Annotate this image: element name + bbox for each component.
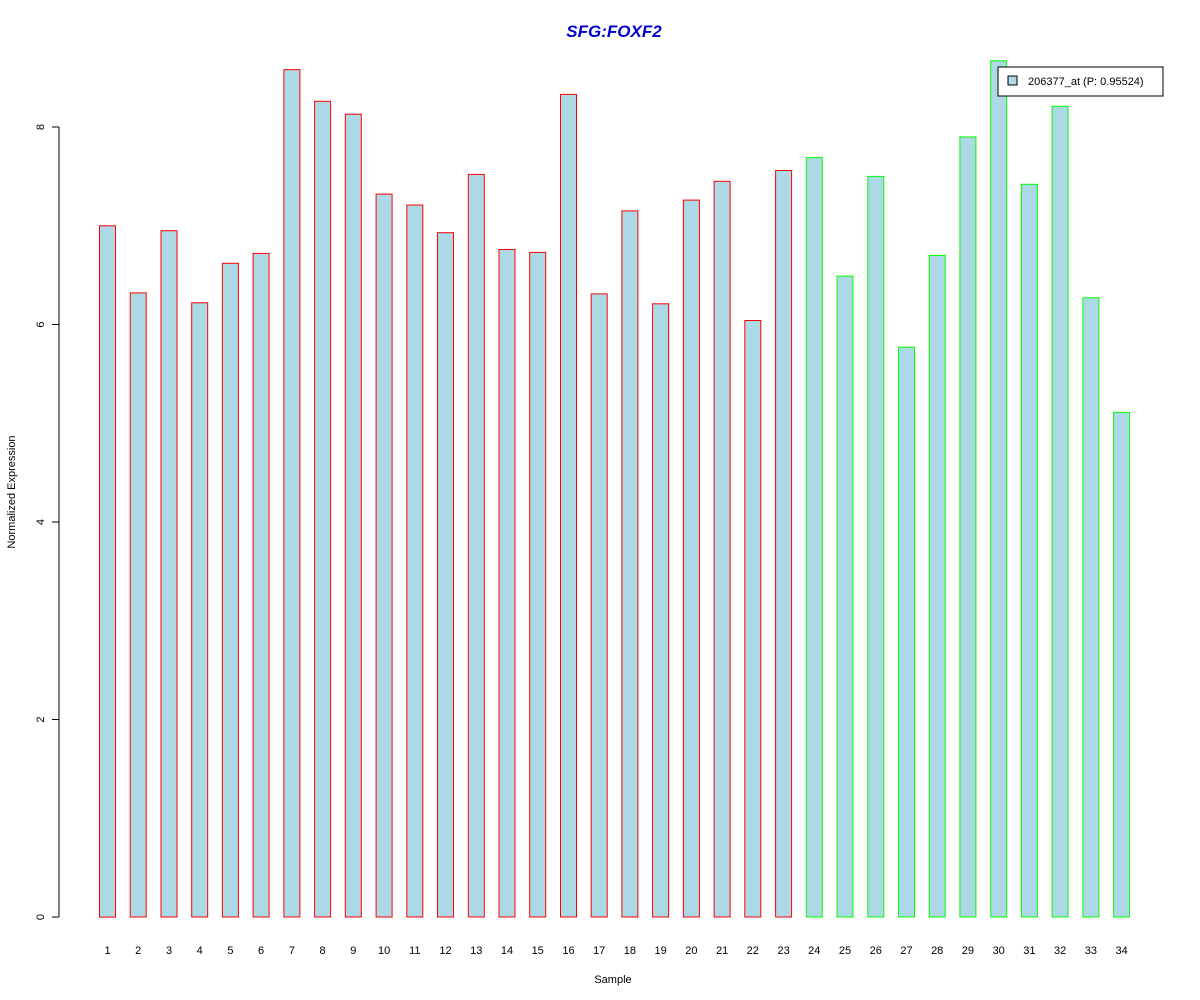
bar-sample-25 — [837, 276, 853, 917]
y-axis-ticks: 0 2 4 6 8 — [35, 124, 59, 920]
x-tick-label: 18 — [624, 945, 636, 957]
legend-swatch — [1008, 76, 1017, 85]
bar-sample-1 — [100, 226, 116, 917]
x-tick-label: 28 — [931, 945, 943, 957]
bar-sample-31 — [1021, 184, 1037, 917]
x-tick-label: 2 — [135, 945, 141, 957]
x-tick-label: 23 — [777, 945, 789, 957]
legend: 206377_at (P: 0.95524) — [998, 67, 1163, 96]
bar-sample-9 — [345, 114, 361, 917]
x-tick-label: 8 — [320, 945, 326, 957]
x-tick-label: 16 — [562, 945, 574, 957]
bar-sample-6 — [253, 253, 269, 917]
bar-sample-3 — [161, 231, 177, 917]
bar-sample-24 — [806, 158, 822, 917]
bar-sample-16 — [561, 94, 577, 917]
bar-sample-10 — [376, 194, 392, 917]
chart-title: SFG:FOXF2 — [566, 22, 662, 41]
x-tick-label: 21 — [716, 945, 728, 957]
bar-sample-5 — [222, 263, 238, 917]
bar-sample-20 — [683, 200, 699, 917]
bar-chart: SFG:FOXF2 Normalized Expression Sample 0… — [0, 0, 1200, 1000]
y-tick-label: 4 — [35, 519, 47, 525]
bar-sample-21 — [714, 181, 730, 917]
bar-sample-29 — [960, 137, 976, 917]
x-axis-tick-labels: 1 2 3 4 5 6 7 8 9 10 11 12 13 14 15 16 17 18 19 20 21 22 23 24 2… — [104, 945, 1127, 957]
bar-sample-11 — [407, 205, 423, 917]
x-tick-label: 32 — [1054, 945, 1066, 957]
x-tick-label: 6 — [258, 945, 264, 957]
bar-sample-34 — [1114, 412, 1130, 917]
x-tick-label: 30 — [993, 945, 1005, 957]
x-tick-label: 19 — [654, 945, 666, 957]
x-tick-label: 9 — [350, 945, 356, 957]
x-tick-label: 13 — [470, 945, 482, 957]
x-tick-label: 34 — [1115, 945, 1127, 957]
y-tick-label: 8 — [35, 124, 47, 130]
bars — [100, 61, 1130, 917]
y-tick-label: 6 — [35, 321, 47, 327]
legend-entry-label: 206377_at (P: 0.95524) — [1028, 76, 1144, 88]
bar-sample-28 — [929, 255, 945, 917]
bar-sample-19 — [653, 304, 669, 917]
x-tick-label: 29 — [962, 945, 974, 957]
x-tick-label: 14 — [501, 945, 513, 957]
y-tick-label: 0 — [35, 914, 47, 920]
x-tick-label: 15 — [532, 945, 544, 957]
x-tick-label: 12 — [439, 945, 451, 957]
bar-sample-4 — [192, 303, 208, 917]
y-axis-label: Normalized Expression — [6, 435, 18, 548]
x-tick-label: 27 — [900, 945, 912, 957]
x-tick-label: 4 — [197, 945, 203, 957]
x-tick-label: 11 — [409, 945, 420, 957]
x-tick-label: 1 — [104, 945, 110, 957]
x-tick-label: 26 — [870, 945, 882, 957]
bar-sample-27 — [899, 347, 915, 917]
x-tick-label: 24 — [808, 945, 820, 957]
y-tick-label: 2 — [35, 716, 47, 722]
bar-sample-8 — [315, 101, 331, 917]
bar-sample-18 — [622, 211, 638, 917]
bar-sample-12 — [438, 233, 454, 917]
bar-sample-23 — [776, 171, 792, 918]
bar-sample-33 — [1083, 298, 1099, 917]
bar-sample-26 — [868, 176, 884, 917]
bar-sample-13 — [468, 174, 484, 917]
bar-sample-2 — [130, 293, 146, 917]
x-tick-label: 20 — [685, 945, 697, 957]
x-tick-label: 33 — [1085, 945, 1097, 957]
bar-sample-15 — [530, 252, 546, 917]
x-tick-label: 3 — [166, 945, 172, 957]
bar-sample-7 — [284, 70, 300, 917]
x-tick-label: 25 — [839, 945, 851, 957]
bar-sample-30 — [991, 61, 1007, 917]
x-tick-label: 17 — [593, 945, 605, 957]
bar-sample-32 — [1052, 106, 1068, 917]
x-tick-label: 5 — [227, 945, 233, 957]
x-tick-label: 7 — [289, 945, 295, 957]
bar-sample-22 — [745, 321, 761, 918]
x-tick-label: 31 — [1023, 945, 1035, 957]
bar-sample-14 — [499, 250, 515, 918]
x-tick-label: 22 — [747, 945, 759, 957]
x-axis-label: Sample — [594, 974, 631, 986]
x-tick-label: 10 — [378, 945, 390, 957]
bar-sample-17 — [591, 294, 607, 917]
